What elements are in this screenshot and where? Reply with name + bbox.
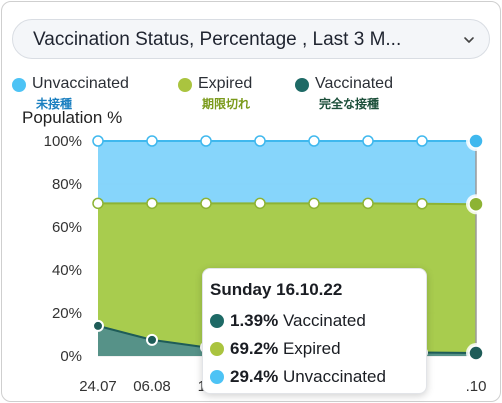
tooltip-dot-icon	[210, 314, 224, 328]
y-tick-label: 0%	[60, 348, 82, 365]
data-point-expired	[146, 197, 158, 210]
data-point-expired	[92, 197, 104, 210]
line-expired	[98, 202, 477, 206]
data-point-unvaccinated	[416, 135, 428, 147]
chart-selector-dropdown[interactable]: Vaccination Status, Percentage , Last 3 …	[12, 19, 490, 59]
y-tick-label: 20%	[52, 305, 82, 322]
data-point-vaccinated	[468, 345, 484, 361]
legend-label: Unvaccinated	[32, 75, 129, 92]
data-point-unvaccinated	[362, 135, 374, 147]
y-tick-label: 40%	[52, 262, 82, 279]
legend-dot-icon	[12, 78, 26, 92]
y-axis-title: Population %	[22, 108, 123, 127]
data-point-vaccinated	[146, 333, 158, 346]
tooltip-label: Unvaccinated	[282, 367, 386, 386]
x-tick-label: .10	[466, 378, 487, 395]
tooltip-value: 1.39%	[230, 311, 279, 330]
legend-label: Vaccinated	[315, 75, 393, 92]
tooltip-label: Vaccinated	[282, 311, 366, 330]
data-point-expired	[308, 197, 320, 210]
area-unvaccinated	[98, 141, 476, 205]
y-tick-label: 80%	[52, 176, 82, 193]
legend-dot-icon	[178, 78, 192, 92]
data-point-expired	[200, 197, 212, 210]
chevron-down-icon	[464, 37, 474, 43]
tooltip-title: Sunday 16.10.22	[210, 280, 343, 299]
x-tick-label: 24.07	[79, 378, 117, 395]
data-point-unvaccinated	[254, 135, 266, 147]
legend-sublabel: 完全な接種	[319, 97, 380, 111]
data-point-unvaccinated	[92, 135, 104, 147]
legend-sublabel: 期限切れ	[202, 97, 251, 111]
y-tick-label: 60%	[52, 219, 82, 236]
legend-sublabel: 未接種	[36, 97, 73, 111]
data-point-expired	[416, 198, 428, 210]
data-point-expired	[362, 197, 374, 210]
tooltip-value: 29.4%	[230, 367, 279, 386]
tooltip-dot-icon	[210, 342, 224, 356]
legend-label: Expired	[198, 75, 253, 92]
dropdown-label: Vaccination Status, Percentage , Last 3 …	[33, 29, 402, 50]
data-point-vaccinated	[92, 319, 104, 332]
chart-tooltip: Sunday 16.10.22 1.39% Vaccinated 69.2% E…	[202, 268, 427, 394]
data-point-unvaccinated	[200, 135, 212, 147]
tooltip-dot-icon	[210, 370, 224, 384]
tooltip-value: 69.2%	[230, 339, 279, 358]
y-tick-label: 100%	[44, 133, 82, 150]
area-vaccinated	[98, 325, 476, 356]
data-point-unvaccinated	[468, 133, 484, 149]
data-point-unvaccinated	[146, 135, 158, 147]
tooltip-label: Expired	[282, 339, 341, 358]
x-tick-label: 06.08	[133, 378, 171, 395]
data-point-expired	[468, 196, 484, 212]
data-point-expired	[254, 197, 266, 210]
legend-dot-icon	[295, 78, 309, 92]
data-point-unvaccinated	[308, 135, 320, 147]
